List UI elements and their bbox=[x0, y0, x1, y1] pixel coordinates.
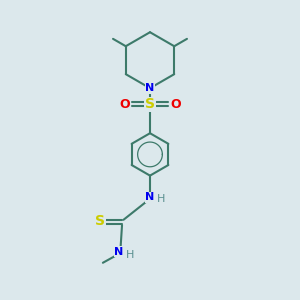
Text: H: H bbox=[157, 194, 165, 204]
Text: S: S bbox=[145, 98, 155, 111]
Text: N: N bbox=[115, 247, 124, 256]
Text: S: S bbox=[95, 214, 105, 228]
Text: N: N bbox=[146, 192, 154, 202]
Text: O: O bbox=[170, 98, 181, 111]
Text: H: H bbox=[126, 250, 134, 260]
Text: O: O bbox=[119, 98, 130, 111]
Text: N: N bbox=[146, 83, 154, 93]
